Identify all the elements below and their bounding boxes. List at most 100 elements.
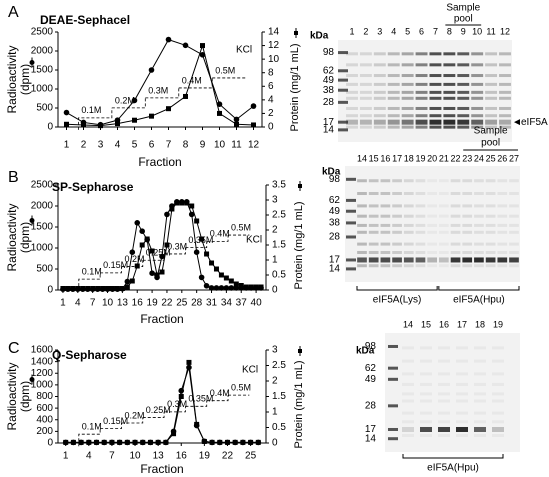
y2-tick-label: 0	[268, 122, 274, 133]
gel-band	[380, 179, 391, 183]
data-point	[248, 284, 254, 290]
gel-band	[357, 204, 367, 208]
gel-band	[380, 242, 391, 246]
gel-band	[429, 90, 442, 94]
gel-band	[427, 214, 437, 218]
gel-band	[443, 119, 456, 125]
marker-band	[338, 51, 348, 55]
data-point	[139, 242, 145, 248]
gel-band	[439, 204, 449, 208]
lane-label: 9	[461, 26, 466, 36]
gel-band	[429, 119, 442, 125]
salt-step	[78, 107, 113, 130]
gel-band	[457, 82, 470, 86]
lane-label: 6	[419, 26, 424, 36]
x-tick-label: 16	[132, 298, 144, 309]
gel-band	[346, 125, 358, 129]
gel-band	[427, 242, 437, 246]
kda-marker-label: 49	[323, 75, 335, 86]
gel-band	[474, 392, 486, 396]
gel-band	[415, 90, 428, 94]
data-point	[166, 106, 171, 112]
salt-step-label: 0.15M	[103, 260, 128, 270]
marker-band	[338, 88, 348, 92]
data-point	[109, 439, 115, 445]
marker-band	[338, 69, 348, 73]
x-tick-label: 5	[132, 140, 138, 151]
gel-band	[497, 179, 508, 183]
gel-band	[427, 250, 437, 254]
gel-band	[380, 257, 391, 263]
gel-band	[439, 230, 449, 234]
data-point	[101, 439, 107, 445]
x-tick-label: 25	[245, 451, 257, 462]
salt-step	[178, 77, 213, 89]
marker-band	[388, 437, 398, 441]
gel-band	[457, 96, 470, 100]
x-tick-label: 4	[86, 451, 92, 462]
gel-band	[392, 264, 402, 268]
gel-band	[443, 90, 456, 94]
kda-marker-label: 49	[329, 206, 341, 217]
gel-band	[346, 74, 358, 78]
data-point	[70, 286, 76, 291]
x-axis-label: Fraction	[140, 312, 183, 326]
gel-band	[357, 242, 367, 246]
gel-band	[474, 426, 486, 432]
gel-band	[429, 82, 442, 86]
y-tick-label: 1000	[31, 84, 54, 95]
gel-band	[346, 82, 358, 86]
gel-band	[439, 192, 449, 196]
gel-band	[401, 119, 414, 125]
lane-label: 19	[415, 153, 425, 163]
data-point	[164, 211, 170, 218]
y2-tick-label: 3	[272, 345, 278, 356]
gel-band	[474, 433, 486, 437]
gel-band	[456, 420, 468, 424]
gel-band	[392, 179, 402, 183]
salt-step-label: 0.15M	[103, 416, 128, 426]
gel-band	[499, 63, 511, 67]
data-point	[65, 286, 71, 291]
gel-background	[385, 333, 520, 452]
gel-band	[415, 264, 426, 268]
gel-band	[357, 230, 367, 234]
data-point	[218, 272, 224, 278]
data-point	[85, 286, 91, 291]
data-point	[140, 439, 146, 445]
gel-band	[403, 204, 414, 208]
x-tick-label: 13	[153, 451, 165, 462]
gel-band	[456, 399, 468, 403]
gel-band	[456, 426, 468, 432]
gel-band	[368, 179, 379, 183]
gel-band	[392, 230, 402, 234]
y2-tick-label: 14	[268, 27, 280, 38]
y-tick-label: 800	[36, 391, 53, 402]
y-tick-label: 1500	[31, 222, 54, 233]
data-point	[193, 249, 200, 255]
data-point	[213, 266, 219, 272]
y-tick-label: 200	[36, 426, 53, 437]
gel-band	[462, 204, 473, 208]
data-point	[251, 122, 256, 128]
x-tick-label: 10	[102, 298, 114, 309]
gel-band	[359, 96, 372, 100]
gel-band	[509, 257, 519, 263]
data-point	[253, 284, 259, 290]
lane-label: 16	[380, 153, 390, 163]
gel-band	[373, 63, 386, 67]
gel-band	[485, 119, 498, 125]
gel-band	[443, 114, 456, 118]
gel-band	[401, 106, 414, 110]
salt-step	[142, 411, 165, 418]
gel-band	[402, 426, 414, 432]
gel-band	[499, 125, 511, 129]
data-point	[149, 248, 155, 254]
gel-band	[401, 90, 414, 94]
gel-band	[492, 346, 504, 350]
gel-band	[457, 119, 470, 125]
gel-band	[509, 230, 519, 234]
gel-band	[427, 204, 437, 208]
data-point	[216, 101, 223, 107]
gel-band	[438, 346, 450, 350]
